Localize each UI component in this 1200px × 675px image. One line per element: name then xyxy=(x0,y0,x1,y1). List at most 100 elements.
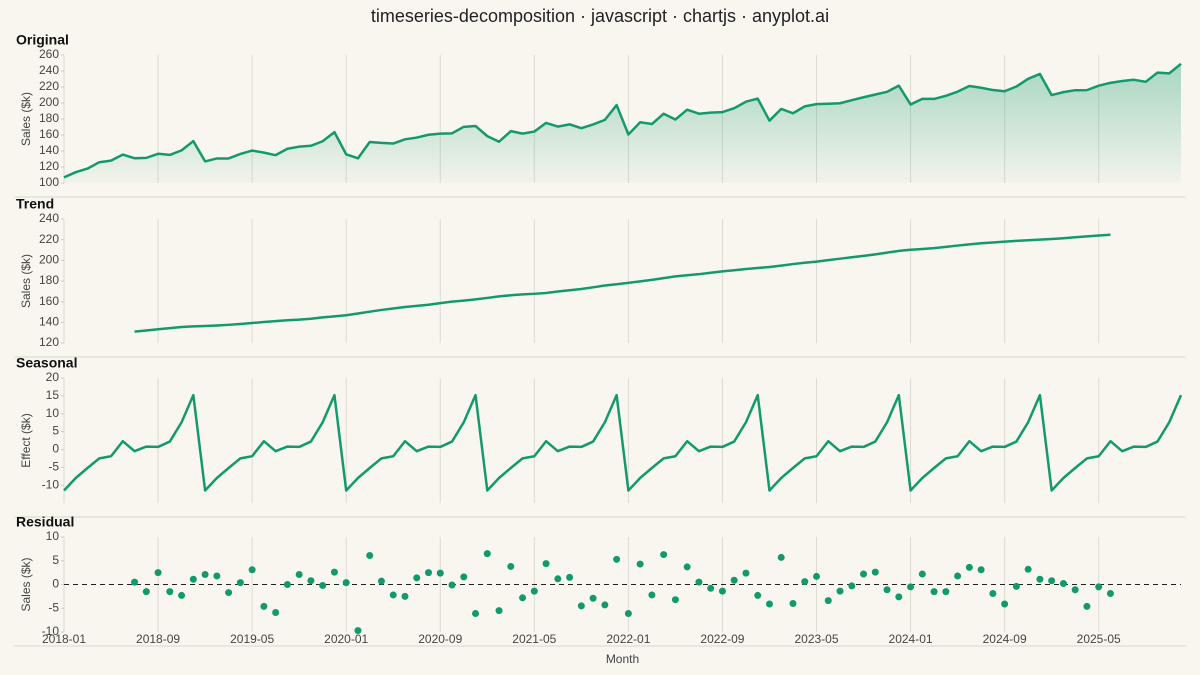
point xyxy=(601,601,609,609)
point xyxy=(366,552,374,560)
point xyxy=(295,571,303,579)
page-title: timeseries-decomposition · javascript · … xyxy=(371,6,829,26)
y-tick-label: 0 xyxy=(52,442,59,456)
y-tick-label: -5 xyxy=(48,459,59,473)
x-tick-label: 2023-05 xyxy=(794,632,838,646)
point xyxy=(189,575,197,583)
point xyxy=(448,581,456,589)
point xyxy=(1106,590,1114,598)
y-axis-label: Sales ($k) xyxy=(19,254,33,308)
point xyxy=(942,588,950,596)
point xyxy=(1095,583,1103,591)
y-tick-label: 140 xyxy=(39,315,59,329)
point xyxy=(989,590,997,598)
point xyxy=(589,594,597,602)
point xyxy=(401,592,409,600)
panel-title: Residual xyxy=(16,514,74,530)
point xyxy=(260,602,268,610)
point xyxy=(777,553,785,561)
point xyxy=(542,560,550,568)
point xyxy=(213,572,221,580)
y-tick-label: 260 xyxy=(39,47,59,61)
line xyxy=(63,62,1182,179)
point xyxy=(248,566,256,574)
point xyxy=(225,589,233,597)
point xyxy=(954,572,962,580)
point xyxy=(236,579,244,587)
y-tick-label: 20 xyxy=(46,370,60,384)
point xyxy=(636,560,644,568)
point xyxy=(683,563,691,571)
point xyxy=(424,569,432,577)
y-axis-label: Sales ($k) xyxy=(19,557,33,611)
point xyxy=(1071,586,1079,594)
y-tick-label: 180 xyxy=(39,111,59,125)
point xyxy=(836,587,844,595)
point xyxy=(660,551,668,559)
x-tick-label: 2020-01 xyxy=(324,632,368,646)
y-tick-label: -5 xyxy=(48,600,59,614)
area-fill xyxy=(64,63,1181,183)
point xyxy=(131,578,139,586)
y-tick-label: 240 xyxy=(39,63,59,77)
x-tick-label: 2024-09 xyxy=(983,632,1027,646)
panel-title: Original xyxy=(16,32,69,48)
point xyxy=(519,594,527,602)
point xyxy=(142,588,150,596)
y-tick-label: 180 xyxy=(39,273,59,287)
y-tick-label: 100 xyxy=(39,175,59,189)
point xyxy=(272,609,280,617)
point xyxy=(495,607,503,615)
y-tick-label: 220 xyxy=(39,79,59,93)
point xyxy=(718,587,726,595)
point xyxy=(154,569,162,577)
point xyxy=(918,570,926,578)
point xyxy=(883,586,891,594)
point xyxy=(566,573,574,581)
point xyxy=(801,578,809,586)
y-tick-label: 10 xyxy=(46,406,60,420)
point xyxy=(319,581,327,589)
point xyxy=(460,573,468,581)
y-tick-label: 10 xyxy=(46,529,60,543)
x-tick-label: 2024-01 xyxy=(889,632,933,646)
x-tick-label: 2019-05 xyxy=(230,632,274,646)
point xyxy=(860,570,868,578)
point xyxy=(742,569,750,577)
point xyxy=(813,572,821,580)
point xyxy=(765,600,773,608)
x-tick-label: 2020-09 xyxy=(418,632,462,646)
point xyxy=(554,575,562,583)
point xyxy=(530,587,538,595)
point xyxy=(707,584,715,592)
y-tick-label: 160 xyxy=(39,127,59,141)
y-tick-label: 200 xyxy=(39,95,59,109)
point xyxy=(965,563,973,571)
point xyxy=(1083,602,1091,610)
x-tick-label: 2022-01 xyxy=(606,632,650,646)
x-tick-label: 2018-09 xyxy=(136,632,180,646)
point xyxy=(730,576,738,584)
y-tick-label: 220 xyxy=(39,232,59,246)
point xyxy=(483,550,491,558)
y-tick-label: -10 xyxy=(42,624,60,638)
y-tick-label: 240 xyxy=(39,211,59,225)
point xyxy=(671,596,679,604)
point xyxy=(354,627,362,635)
point xyxy=(413,574,421,582)
point xyxy=(977,566,985,574)
point xyxy=(1036,575,1044,583)
point xyxy=(624,609,632,617)
y-tick-label: 160 xyxy=(39,294,59,308)
x-tick-label: 2022-09 xyxy=(700,632,744,646)
x-axis-label: Month xyxy=(606,652,639,666)
y-axis-label: Sales ($k) xyxy=(19,92,33,146)
point xyxy=(789,600,797,607)
point xyxy=(507,562,515,570)
point xyxy=(201,571,209,579)
point xyxy=(472,609,480,617)
point xyxy=(1048,577,1056,585)
y-tick-label: 5 xyxy=(52,424,59,438)
point xyxy=(754,591,762,599)
